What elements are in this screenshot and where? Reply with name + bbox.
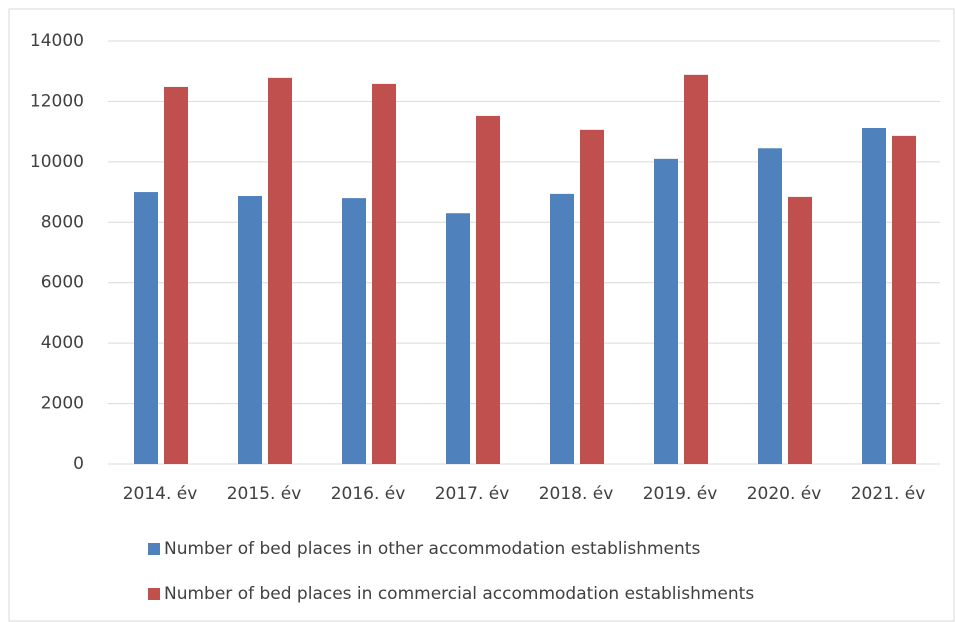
bar — [892, 135, 916, 464]
bar — [446, 213, 470, 464]
bar — [684, 74, 708, 464]
bar — [164, 86, 188, 464]
y-tick-label: 6000 — [41, 273, 84, 293]
legend-swatch — [148, 543, 160, 555]
x-tick-label: 2014. év — [123, 484, 198, 504]
bar — [238, 195, 262, 465]
x-tick-label: 2019. év — [643, 484, 718, 504]
bar — [476, 115, 500, 464]
bar — [550, 193, 574, 465]
x-tick-label: 2021. év — [851, 484, 926, 504]
bar — [580, 129, 604, 464]
legend-label: Number of bed places in commercial accom… — [164, 584, 754, 604]
bar — [654, 158, 678, 465]
x-tick-label: 2015. év — [227, 484, 302, 504]
x-tick-label: 2018. év — [539, 484, 614, 504]
y-tick-label: 8000 — [41, 212, 84, 232]
bar — [268, 77, 292, 465]
x-tick-label: 2016. év — [331, 484, 406, 504]
y-tick-label: 0 — [73, 454, 84, 474]
bar — [788, 196, 812, 465]
bar — [134, 192, 158, 465]
x-tick-label: 2017. év — [435, 484, 510, 504]
y-tick-label: 14000 — [30, 31, 84, 51]
y-tick-label: 2000 — [41, 394, 84, 414]
bar — [862, 128, 886, 464]
bar — [758, 148, 782, 464]
y-tick-label: 10000 — [30, 152, 84, 172]
bar — [372, 83, 396, 464]
y-tick-label: 4000 — [41, 333, 84, 353]
bar — [342, 198, 366, 464]
legend-swatch — [148, 588, 160, 600]
legend-label: Number of bed places in other accommodat… — [164, 539, 700, 559]
x-tick-label: 2020. év — [747, 484, 822, 504]
y-tick-label: 12000 — [30, 91, 84, 111]
